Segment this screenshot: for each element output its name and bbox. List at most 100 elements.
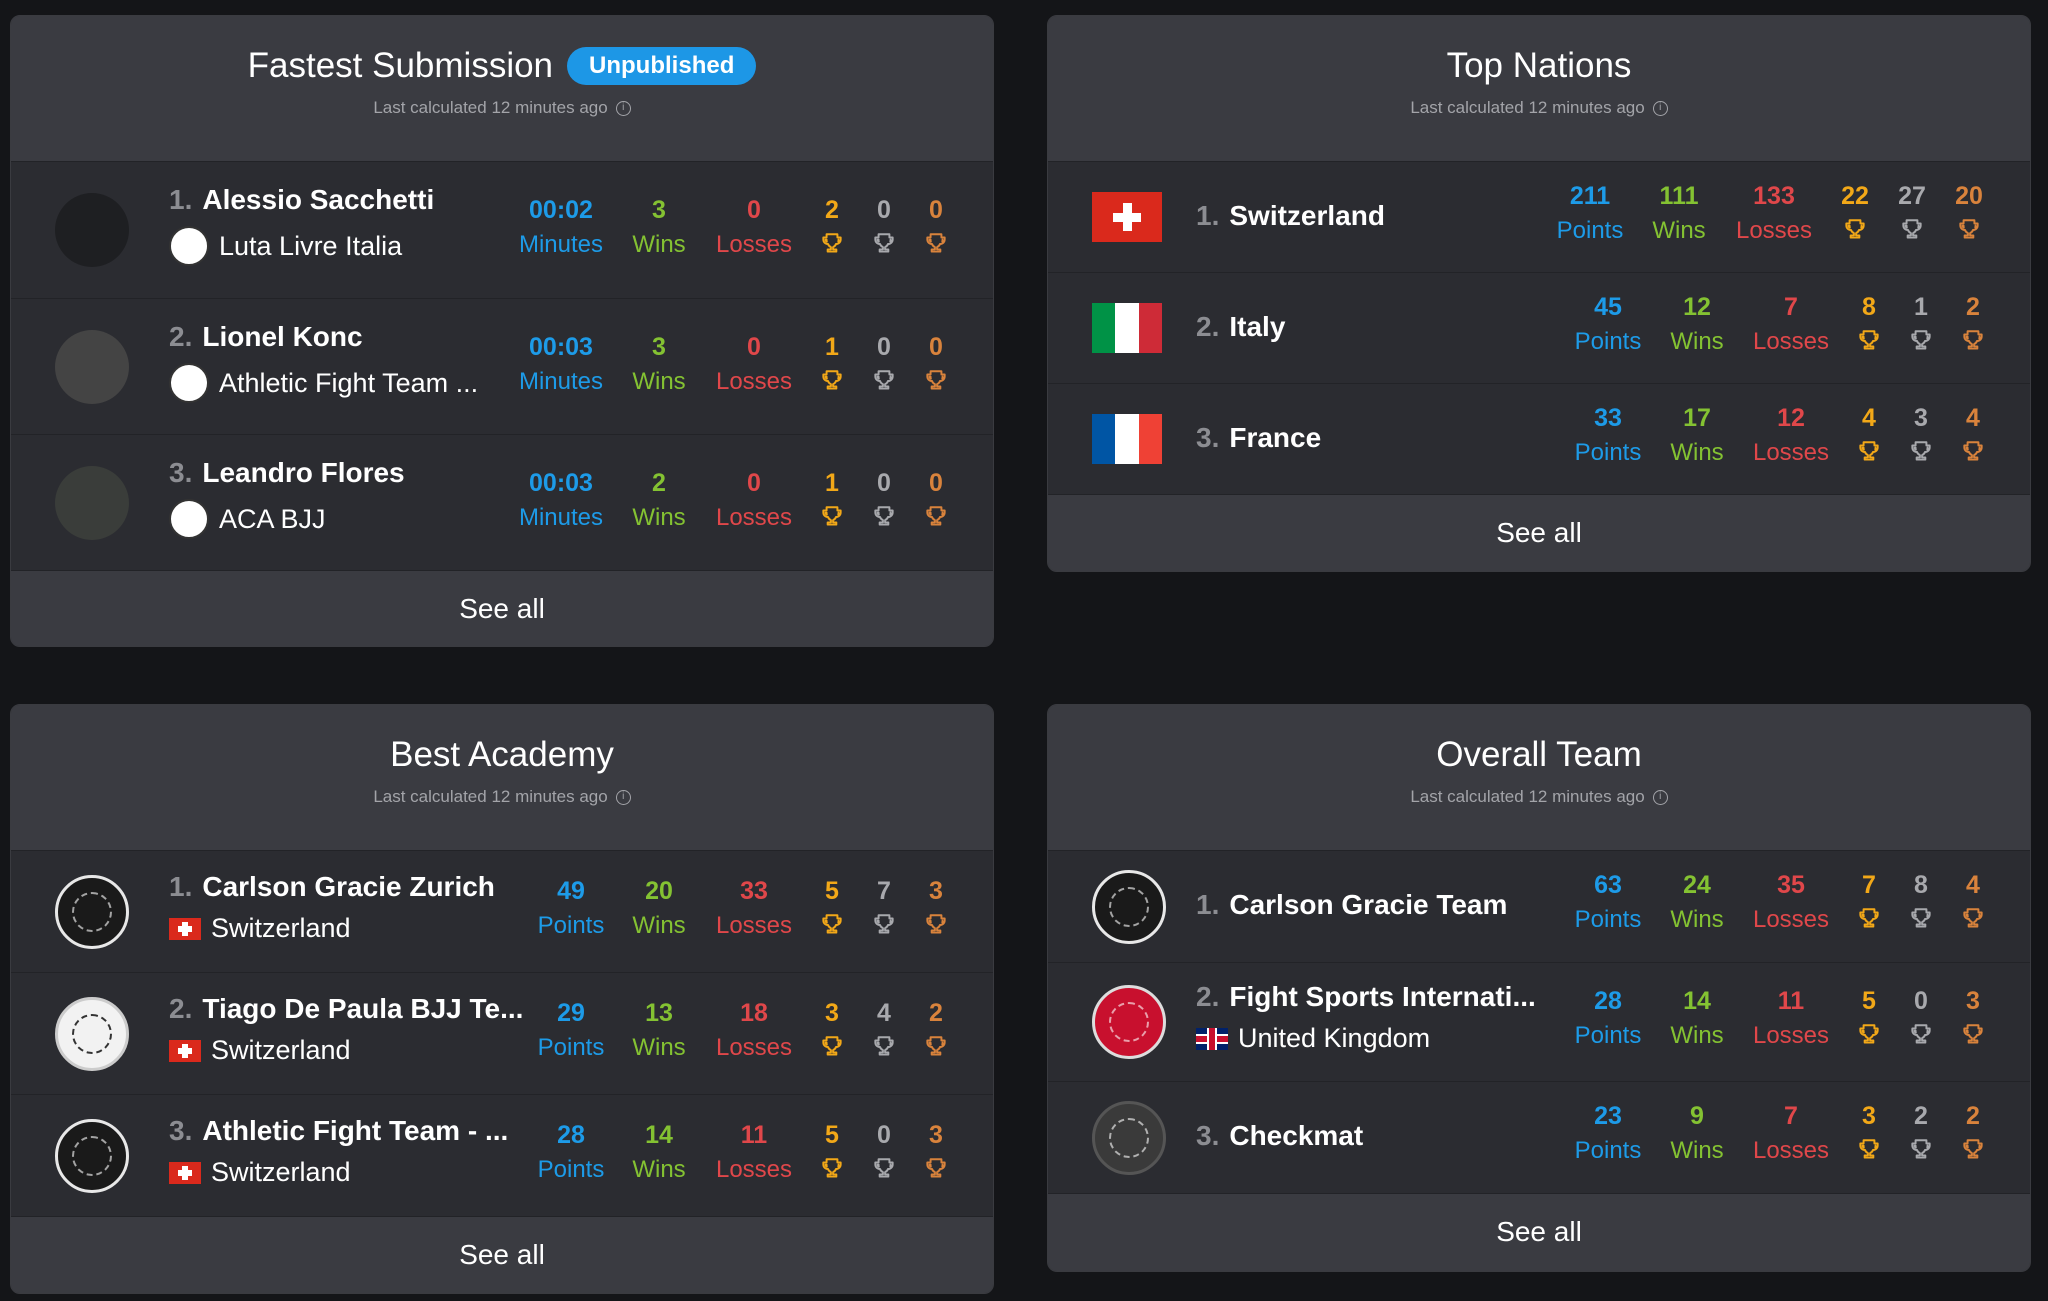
team-name[interactable]: Checkmat (1229, 1120, 1364, 1151)
team-name[interactable]: Carlson Gracie Team (1229, 889, 1508, 920)
list-item[interactable]: 1. Carlson Gracie Team 63 Points 24 Wins 35… (1048, 850, 2030, 962)
silver-trophy: 1 (1899, 293, 1943, 359)
silver-trophy: 7 (862, 877, 906, 943)
rank: 3. (1196, 422, 1220, 453)
trophy-icon (1908, 1022, 1934, 1048)
trophy-icon (1842, 217, 1868, 243)
trophy-icon (923, 1034, 949, 1060)
gold-trophy: 1 (810, 469, 854, 535)
uk-flag-icon (1196, 1027, 1228, 1050)
gold-trophy: 7 (1847, 871, 1891, 937)
see-all-button[interactable]: See all (11, 1216, 993, 1293)
see-all-button[interactable]: See all (1048, 1193, 2030, 1271)
fastest-submission-card: Fastest Submission Unpublished Last calc… (10, 15, 994, 647)
athlete-name[interactable]: Leandro Flores (202, 457, 405, 488)
trophy-icon (1960, 439, 1986, 465)
card-title: Top Nations (1446, 46, 1632, 85)
list-item[interactable]: 1. Carlson Gracie Zurich Switzerland 49 Po… (11, 850, 993, 972)
card-header: Overall Team Last calculated 12 minutes … (1048, 705, 2030, 850)
list-item[interactable]: 2. Lionel Konc Athletic Fight Team ... 0 0… (11, 298, 993, 434)
losses-stat: 12 Losses (1752, 404, 1830, 466)
info-icon[interactable]: i (1652, 789, 1668, 805)
silver-trophy: 3 (1899, 404, 1943, 470)
losses-stat: 0 Losses (715, 333, 793, 395)
silver-trophy: 8 (1899, 871, 1943, 937)
trophy-icon (871, 1156, 897, 1182)
gold-trophy: 1 (810, 333, 854, 399)
avatar (55, 193, 129, 267)
nation-name[interactable]: France (1229, 422, 1322, 453)
rank: 2. (169, 993, 193, 1024)
team-logo-icon (55, 875, 129, 949)
gold-trophy: 3 (1847, 1102, 1891, 1168)
info-icon[interactable]: i (615, 100, 631, 116)
list-item[interactable]: 2. Tiago De Paula BJJ Te... Switzerland 2… (11, 972, 993, 1094)
gold-trophy: 22 (1833, 182, 1877, 248)
bronze-trophy: 2 (1951, 293, 1995, 359)
list-item[interactable]: 3. Athletic Fight Team - ... Switzerland … (11, 1094, 993, 1216)
academy-name[interactable]: Tiago De Paula BJJ Te... (202, 993, 524, 1024)
wins-stat: 17 Wins (1670, 404, 1724, 466)
wins-stat: 2 Wins (632, 469, 686, 531)
gold-trophy: 5 (810, 1121, 854, 1187)
bronze-trophy: 2 (914, 999, 958, 1065)
last-calculated-text: Last calculated 12 minutes ago (1410, 787, 1645, 806)
nation-name[interactable]: Switzerland (1229, 200, 1385, 231)
card-title: Fastest Submission (247, 46, 554, 85)
points-stat: 33 Points (1574, 404, 1642, 466)
gold-trophy: 4 (1847, 404, 1891, 470)
last-calculated-text: Last calculated 12 minutes ago (373, 98, 608, 117)
trophy-icon (871, 231, 897, 257)
silver-trophy: 27 (1890, 182, 1934, 248)
team-name[interactable]: Athletic Fight Team ... (219, 367, 479, 398)
card-header: Fastest Submission Unpublished Last calc… (11, 16, 993, 161)
bronze-trophy: 0 (914, 469, 958, 535)
academy-name[interactable]: Athletic Fight Team - ... (202, 1115, 509, 1146)
list-item[interactable]: 2. Italy 45 Points 12 Wins 7 Losses 8 1 2 (1048, 272, 2030, 383)
team-logo-icon (1092, 1101, 1166, 1175)
trophy-icon (1856, 439, 1882, 465)
country-name: Switzerland (211, 1157, 351, 1187)
trophy-icon (923, 1156, 949, 1182)
switzerland-flag-icon (169, 1039, 201, 1062)
see-all-button[interactable]: See all (1048, 494, 2030, 571)
info-icon[interactable]: i (1652, 100, 1668, 116)
athlete-name[interactable]: Alessio Sacchetti (202, 184, 435, 215)
trophy-icon (819, 368, 845, 394)
wins-stat: 3 Wins (632, 333, 686, 395)
athlete-name[interactable]: Lionel Konc (202, 321, 363, 352)
trophy-icon (1856, 328, 1882, 354)
list-item[interactable]: 3. France 33 Points 17 Wins 12 Losses 4 3 4 (1048, 383, 2030, 494)
list-item[interactable]: 1. Alessio Sacchetti Luta Livre Italia 00… (11, 161, 993, 298)
list-item[interactable]: 1. Switzerland 211 Points 111 Wins 133 Losse… (1048, 161, 2030, 272)
points-stat: 23 Points (1574, 1102, 1642, 1164)
gold-trophy: 5 (810, 877, 854, 943)
team-logo-icon (169, 226, 209, 266)
nation-name[interactable]: Italy (1229, 311, 1286, 342)
team-logo-icon (55, 997, 129, 1071)
team-name[interactable]: ACA BJJ (219, 503, 326, 534)
list-item[interactable]: 2. Fight Sports Internati... United Kingd… (1048, 962, 2030, 1081)
bronze-trophy: 4 (1951, 404, 1995, 470)
trophy-icon (871, 912, 897, 938)
bronze-trophy: 3 (914, 877, 958, 943)
team-name[interactable]: Luta Livre Italia (219, 230, 403, 261)
academy-name[interactable]: Carlson Gracie Zurich (202, 871, 495, 902)
gold-trophy: 2 (810, 196, 854, 262)
country-name: Switzerland (211, 1035, 351, 1065)
see-all-button[interactable]: See all (11, 570, 993, 646)
silver-trophy: 0 (1899, 987, 1943, 1053)
bronze-trophy: 0 (914, 196, 958, 262)
rank: 1. (169, 184, 193, 215)
trophy-icon (1899, 217, 1925, 243)
bronze-trophy: 0 (914, 333, 958, 399)
trophy-icon (1856, 1137, 1882, 1163)
france-flag-icon (1092, 414, 1162, 464)
list-item[interactable]: 3. Checkmat 23 Points 9 Wins 7 Losses 3 2 2 (1048, 1081, 2030, 1193)
info-icon[interactable]: i (615, 789, 631, 805)
team-name[interactable]: Fight Sports Internati... (1229, 981, 1536, 1012)
points-stat: 28 Points (1574, 987, 1642, 1049)
rank: 2. (169, 321, 193, 352)
trophy-icon (819, 912, 845, 938)
